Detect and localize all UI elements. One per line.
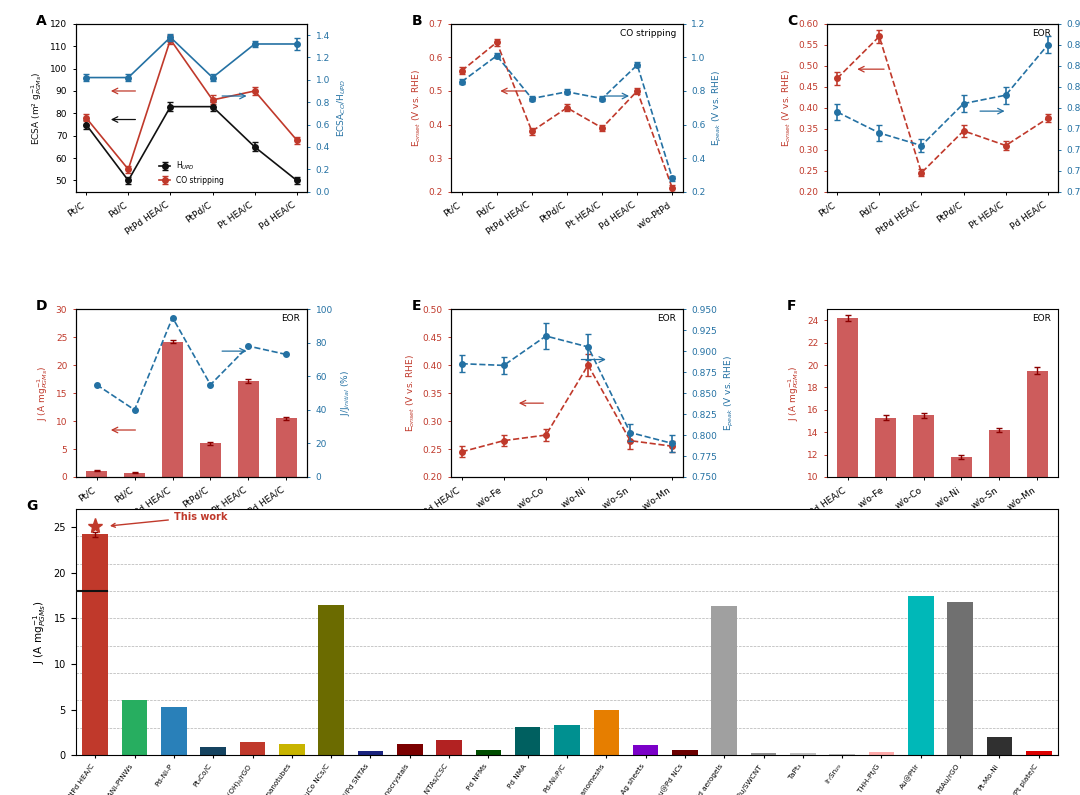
Bar (1026, 750, 1052, 755)
Text: C: C (787, 14, 797, 28)
Text: EOR: EOR (1032, 314, 1052, 324)
Text: F: F (787, 299, 797, 313)
Bar (908, 595, 933, 755)
Text: EOR: EOR (657, 314, 676, 324)
Bar (837, 318, 858, 589)
Bar (357, 750, 383, 755)
Text: G: G (26, 499, 38, 513)
Bar (1027, 370, 1048, 589)
Y-axis label: ECSA (m² g$^{-1}_{PGMs}$): ECSA (m² g$^{-1}_{PGMs}$) (29, 71, 44, 145)
Y-axis label: J (A mg$^{-1}_{PGMs}$): J (A mg$^{-1}_{PGMs}$) (36, 366, 50, 421)
Bar (515, 727, 540, 755)
Bar (122, 700, 147, 755)
Bar (201, 747, 226, 755)
Text: CO stripping: CO stripping (620, 29, 676, 38)
Bar (913, 416, 934, 589)
Bar (82, 534, 108, 755)
Bar (951, 457, 972, 589)
Y-axis label: E$_{peak}$ (V vs. RHE): E$_{peak}$ (V vs. RHE) (711, 70, 725, 145)
Y-axis label: E$_{onset}$ (V vs. RHE): E$_{onset}$ (V vs. RHE) (780, 68, 793, 147)
Bar (947, 602, 973, 755)
Bar (868, 751, 894, 755)
Bar (875, 417, 896, 589)
Text: EOR: EOR (1032, 29, 1052, 38)
Bar (554, 725, 580, 755)
Text: E: E (411, 299, 421, 313)
Text: A: A (37, 14, 46, 28)
Bar (238, 381, 259, 477)
Bar (672, 750, 698, 755)
Bar (475, 750, 501, 755)
Y-axis label: J (A mg$^{-1}_{PGMs}$): J (A mg$^{-1}_{PGMs}$) (31, 600, 48, 664)
Bar (712, 607, 737, 755)
Bar (829, 754, 855, 755)
Bar (86, 471, 107, 477)
Bar (594, 710, 619, 755)
Bar (397, 744, 422, 755)
Legend: H$_{UPD}$, CO stripping: H$_{UPD}$, CO stripping (156, 157, 227, 188)
Text: This work: This work (111, 512, 228, 527)
Y-axis label: J/J$_{initial}$ (%): J/J$_{initial}$ (%) (338, 370, 351, 416)
Bar (989, 430, 1010, 589)
Bar (751, 753, 777, 755)
Bar (319, 605, 343, 755)
Y-axis label: E$_{peak}$ (V vs. RHE): E$_{peak}$ (V vs. RHE) (723, 355, 735, 431)
Y-axis label: E$_{onset}$ (V vs. RHE): E$_{onset}$ (V vs. RHE) (405, 354, 417, 432)
Bar (200, 444, 221, 477)
Bar (240, 742, 266, 755)
Bar (161, 707, 187, 755)
Y-axis label: ECSA$_{CO}$/H$_{UPD}$: ECSA$_{CO}$/H$_{UPD}$ (336, 79, 348, 137)
Bar (279, 744, 305, 755)
Bar (791, 754, 815, 755)
Bar (987, 737, 1012, 755)
Text: B: B (411, 14, 422, 28)
Bar (633, 745, 659, 755)
Bar (436, 739, 462, 755)
Text: EOR: EOR (282, 314, 300, 324)
Bar (124, 472, 145, 477)
Text: D: D (37, 299, 48, 313)
Y-axis label: E$_{onset}$ (V vs. RHE): E$_{onset}$ (V vs. RHE) (410, 68, 423, 147)
Bar (162, 342, 183, 477)
Bar (276, 418, 297, 477)
Y-axis label: J (A mg$^{-1}_{PGMs}$): J (A mg$^{-1}_{PGMs}$) (786, 366, 801, 421)
